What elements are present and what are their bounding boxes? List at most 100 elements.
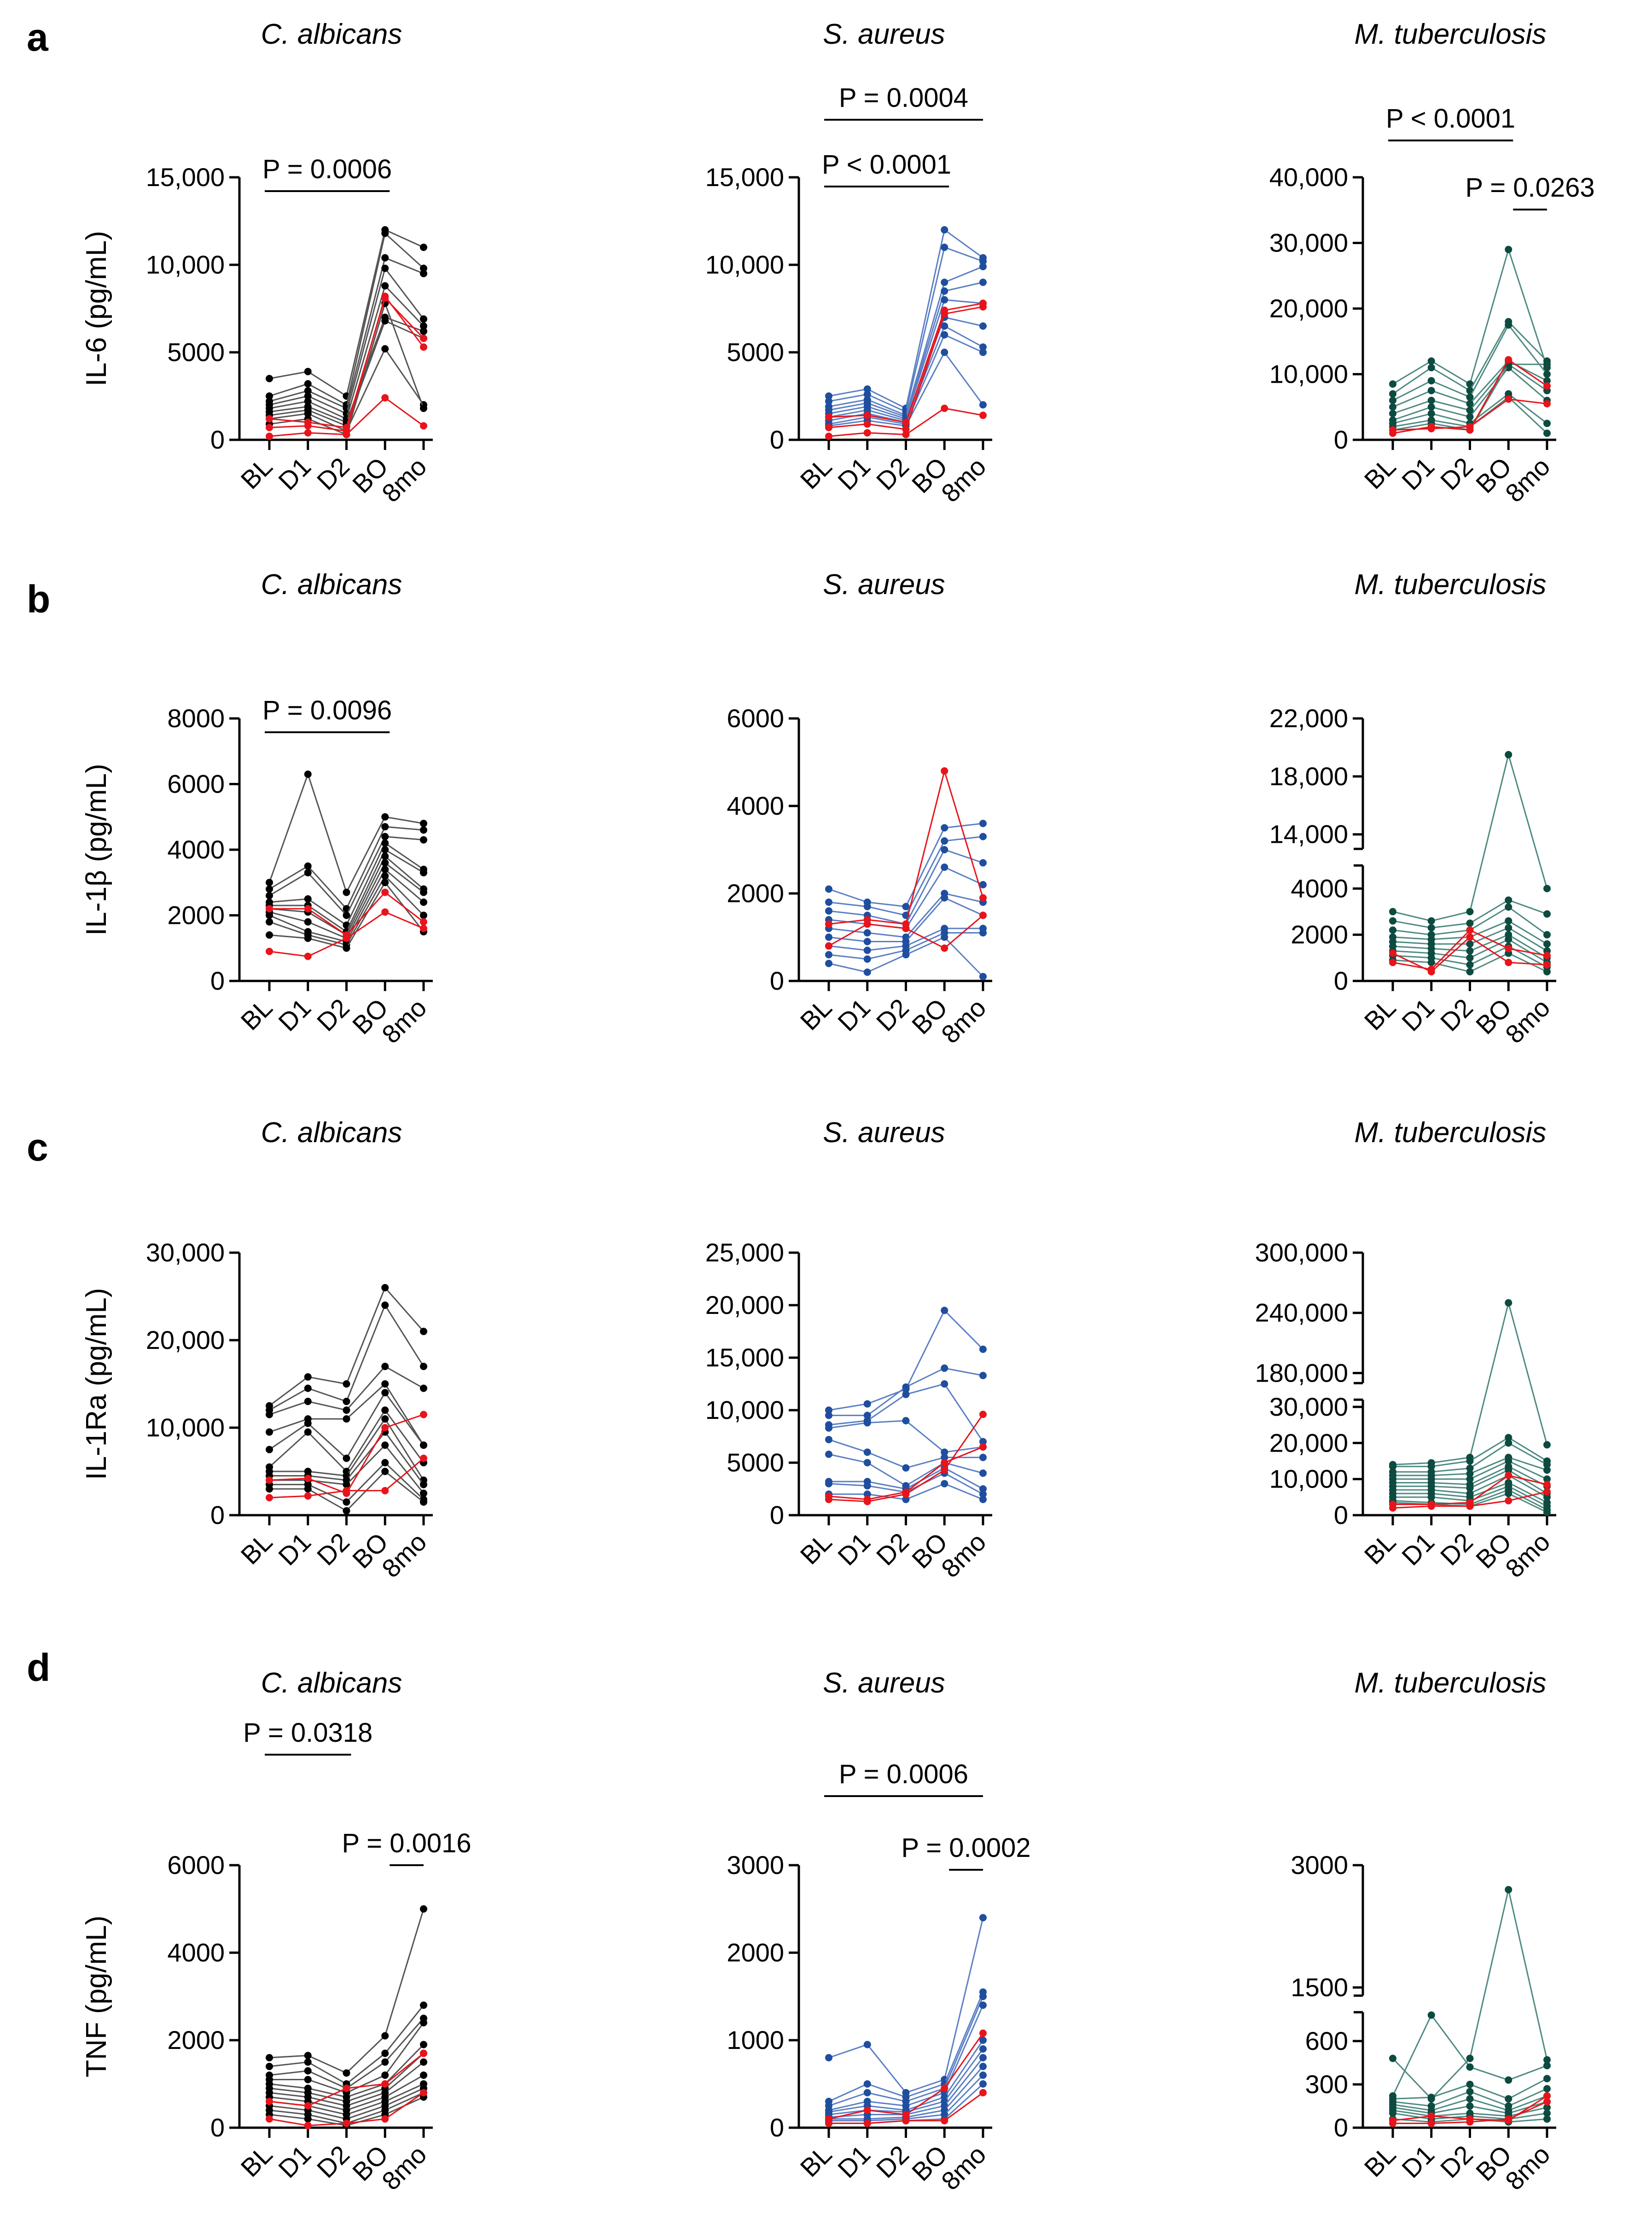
data-point	[1389, 958, 1396, 966]
data-point	[1427, 1493, 1435, 1501]
y-tick-label: 0	[770, 966, 784, 995]
data-point	[343, 1498, 350, 1506]
data-point	[343, 1406, 350, 1414]
data-point	[825, 885, 832, 893]
data-point	[381, 229, 389, 237]
data-point	[420, 343, 427, 351]
chart-title: M. tuberculosis	[1355, 1667, 1547, 1699]
data-point	[863, 411, 871, 419]
data-point	[979, 833, 987, 840]
data-point	[1389, 949, 1396, 957]
data-point	[1543, 420, 1551, 427]
data-point	[343, 2069, 350, 2077]
data-point	[825, 942, 832, 950]
data-point	[941, 2117, 948, 2124]
data-point	[420, 911, 427, 919]
data-point	[304, 952, 312, 960]
y-tick-label: 0	[210, 1500, 225, 1529]
data-point	[1427, 924, 1435, 932]
data-point	[863, 385, 871, 393]
data-point	[1427, 410, 1435, 417]
data-point	[304, 368, 312, 375]
data-point	[825, 1424, 832, 1432]
data-point	[979, 303, 987, 311]
y-tick-label: 20,000	[1269, 294, 1348, 323]
data-point	[1543, 1441, 1551, 1449]
y-tick-label: 600	[1305, 2026, 1348, 2055]
y-tick-label: 6000	[727, 704, 784, 733]
data-point	[1543, 951, 1551, 959]
data-point	[941, 1307, 948, 1314]
data-point	[1466, 2088, 1474, 2095]
data-point	[979, 2045, 987, 2053]
data-point	[941, 894, 948, 902]
data-point	[941, 934, 948, 941]
x-tick-label: D1	[1396, 1527, 1440, 1571]
data-point	[941, 244, 948, 251]
x-tick-label: D2	[1435, 2140, 1478, 2183]
data-point	[381, 2080, 389, 2088]
series-12	[266, 908, 427, 960]
data-point	[863, 1495, 871, 1503]
data-point	[381, 1389, 389, 1396]
data-point	[266, 432, 273, 440]
data-point	[979, 1495, 987, 1503]
data-point	[381, 2032, 389, 2040]
y-tick-label: 14,000	[1269, 820, 1348, 849]
chart-title: C. albicans	[261, 18, 402, 50]
data-point	[941, 331, 948, 338]
data-point	[1427, 2119, 1435, 2127]
y-tick-label: 10,000	[1269, 360, 1348, 389]
data-point	[1505, 1497, 1512, 1505]
data-point	[1466, 2080, 1474, 2088]
chart-c-2: S. aureus 0 5000 10,000 15,000 20,000 25,000 BL…	[705, 1117, 992, 1583]
data-point	[941, 944, 948, 952]
y-tick-label: 5000	[727, 1448, 784, 1477]
data-point	[825, 397, 832, 405]
data-point	[381, 345, 389, 353]
data-point	[266, 892, 273, 899]
data-point	[1543, 1493, 1551, 1501]
data-point	[1543, 2104, 1551, 2112]
series-line	[828, 246, 983, 413]
data-point	[1427, 968, 1435, 975]
data-point	[304, 862, 312, 870]
series-line	[828, 299, 983, 420]
data-point	[825, 1436, 832, 1443]
data-point	[902, 1488, 910, 1496]
data-point	[1505, 1471, 1512, 1479]
data-point	[266, 1494, 273, 1501]
data-point	[304, 397, 312, 405]
data-point	[863, 2107, 871, 2114]
data-point	[1427, 2011, 1435, 2019]
data-point	[420, 925, 427, 932]
y-tick-label: 4000	[727, 791, 784, 820]
series-line	[828, 266, 983, 416]
data-point	[979, 820, 987, 827]
data-point	[381, 264, 389, 272]
x-tick-label: D2	[311, 452, 355, 496]
data-point	[902, 2117, 910, 2124]
chart-a-3: M. tuberculosis 0 10,000 20,000 30,000 40,000…	[1269, 18, 1595, 508]
data-point	[979, 1345, 987, 1353]
y-tick-label: 22,000	[1269, 704, 1348, 733]
data-point	[1505, 356, 1512, 364]
data-point	[1427, 397, 1435, 404]
data-point	[381, 292, 389, 300]
data-point	[1543, 2062, 1551, 2070]
data-point	[420, 888, 427, 896]
y-tick-label: 300,000	[1255, 1238, 1348, 1267]
data-point	[941, 824, 948, 832]
data-point	[381, 2058, 389, 2066]
series-12	[266, 394, 427, 440]
x-tick-label: D2	[1435, 1527, 1478, 1571]
data-point	[941, 322, 948, 330]
y-tick-label: 0	[210, 425, 225, 454]
x-tick-label: D1	[832, 452, 876, 496]
data-point	[420, 1441, 427, 1449]
data-point	[1505, 751, 1512, 759]
x-tick-label: BL	[795, 2140, 838, 2182]
data-point	[825, 1492, 832, 1500]
series-6	[266, 1406, 427, 1475]
